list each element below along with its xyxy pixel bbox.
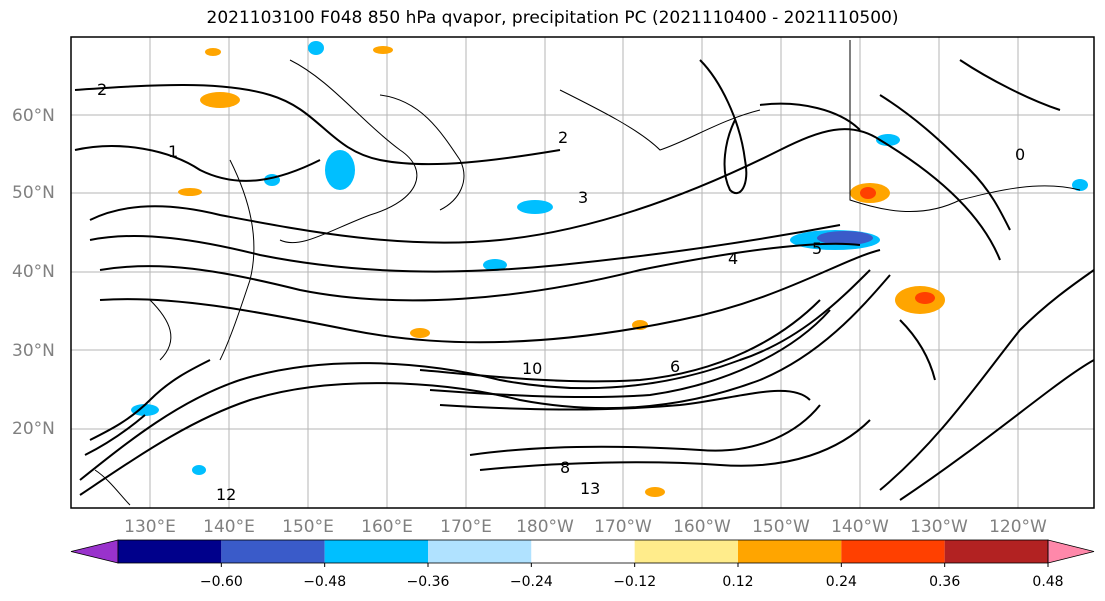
contour-label: 5 [812, 239, 822, 258]
colorbar-bin [841, 540, 945, 563]
contour-label: 2 [558, 128, 568, 147]
colorbar-tick-label: −0.12 [613, 574, 656, 590]
lon-label: 160°E [361, 517, 413, 537]
lat-label: 40°N [12, 262, 55, 282]
contour-labels: 2 1 2 3 4 5 6 8 10 12 13 0 [97, 80, 1025, 504]
contour-lines [74, 59, 1094, 501]
lon-label: 160°W [673, 517, 731, 537]
colorbar-tick-label: −0.60 [200, 574, 243, 590]
colorbar-bin [531, 540, 635, 563]
colorbar-bin [634, 540, 738, 563]
latitude-labels: 60°N 50°N 40°N 30°N 20°N [12, 106, 55, 439]
contour-label: 6 [670, 357, 680, 376]
lat-label: 60°N [12, 106, 55, 126]
longitude-labels: 130°E 140°E 150°E 160°E 170°E 180°W 170°W 160°W… [124, 517, 1047, 537]
lat-label: 50°N [12, 183, 55, 203]
colorbar-tick-label: −0.36 [407, 574, 450, 590]
colorbar-tick-label: 0.48 [1032, 574, 1063, 590]
contour-label: 0 [1015, 145, 1025, 164]
gridlines [71, 37, 1094, 508]
lon-label: 170°E [440, 517, 492, 537]
contour-label: 3 [578, 188, 588, 207]
contour-label: 4 [728, 249, 738, 268]
colorbar-extend-high [1047, 539, 1095, 564]
contour-label: 1 [168, 142, 178, 161]
colorbar-tick-label: 0.36 [929, 574, 960, 590]
map-title: 2021103100 F048 850 hPa qvapor, precipit… [206, 8, 899, 28]
lon-label: 130°E [124, 517, 176, 537]
colorbar: −0.60 −0.48 −0.36 −0.24 −0.12 0.12 0.24 0.36 0.4… [70, 539, 1095, 590]
precip-shading [131, 41, 1088, 497]
colorbar-bin [738, 540, 842, 563]
colorbar-outline [117, 539, 1049, 564]
colorbar-tick-label: −0.48 [303, 574, 346, 590]
map-content [71, 37, 1094, 508]
colorbar-bin [944, 540, 1048, 563]
colorbar-bin [428, 540, 532, 563]
lon-label: 150°W [752, 517, 810, 537]
contour-label: 13 [580, 479, 600, 498]
lon-label: 140°W [831, 517, 889, 537]
contour-label: 2 [97, 80, 107, 99]
contour-label: 8 [560, 458, 570, 477]
colorbar-tick-label: 0.24 [826, 574, 857, 590]
lon-label: 120°W [989, 517, 1047, 537]
lon-label: 150°E [282, 517, 334, 537]
colorbar-bin [324, 540, 428, 563]
lat-label: 30°N [12, 341, 55, 361]
colorbar-tick-label: 0.12 [722, 574, 753, 590]
lat-label: 20°N [12, 419, 55, 439]
colorbar-bin [118, 540, 222, 563]
lon-label: 180°W [516, 517, 574, 537]
contour-label: 10 [522, 359, 542, 378]
contour-label: 12 [216, 485, 236, 504]
lon-label: 140°E [203, 517, 255, 537]
colorbar-bin [221, 540, 325, 563]
colorbar-tick-label: −0.24 [510, 574, 553, 590]
colorbar-extend-low [70, 539, 119, 564]
lon-label: 130°W [910, 517, 968, 537]
map-border [70, 36, 1095, 509]
lon-label: 170°W [594, 517, 652, 537]
